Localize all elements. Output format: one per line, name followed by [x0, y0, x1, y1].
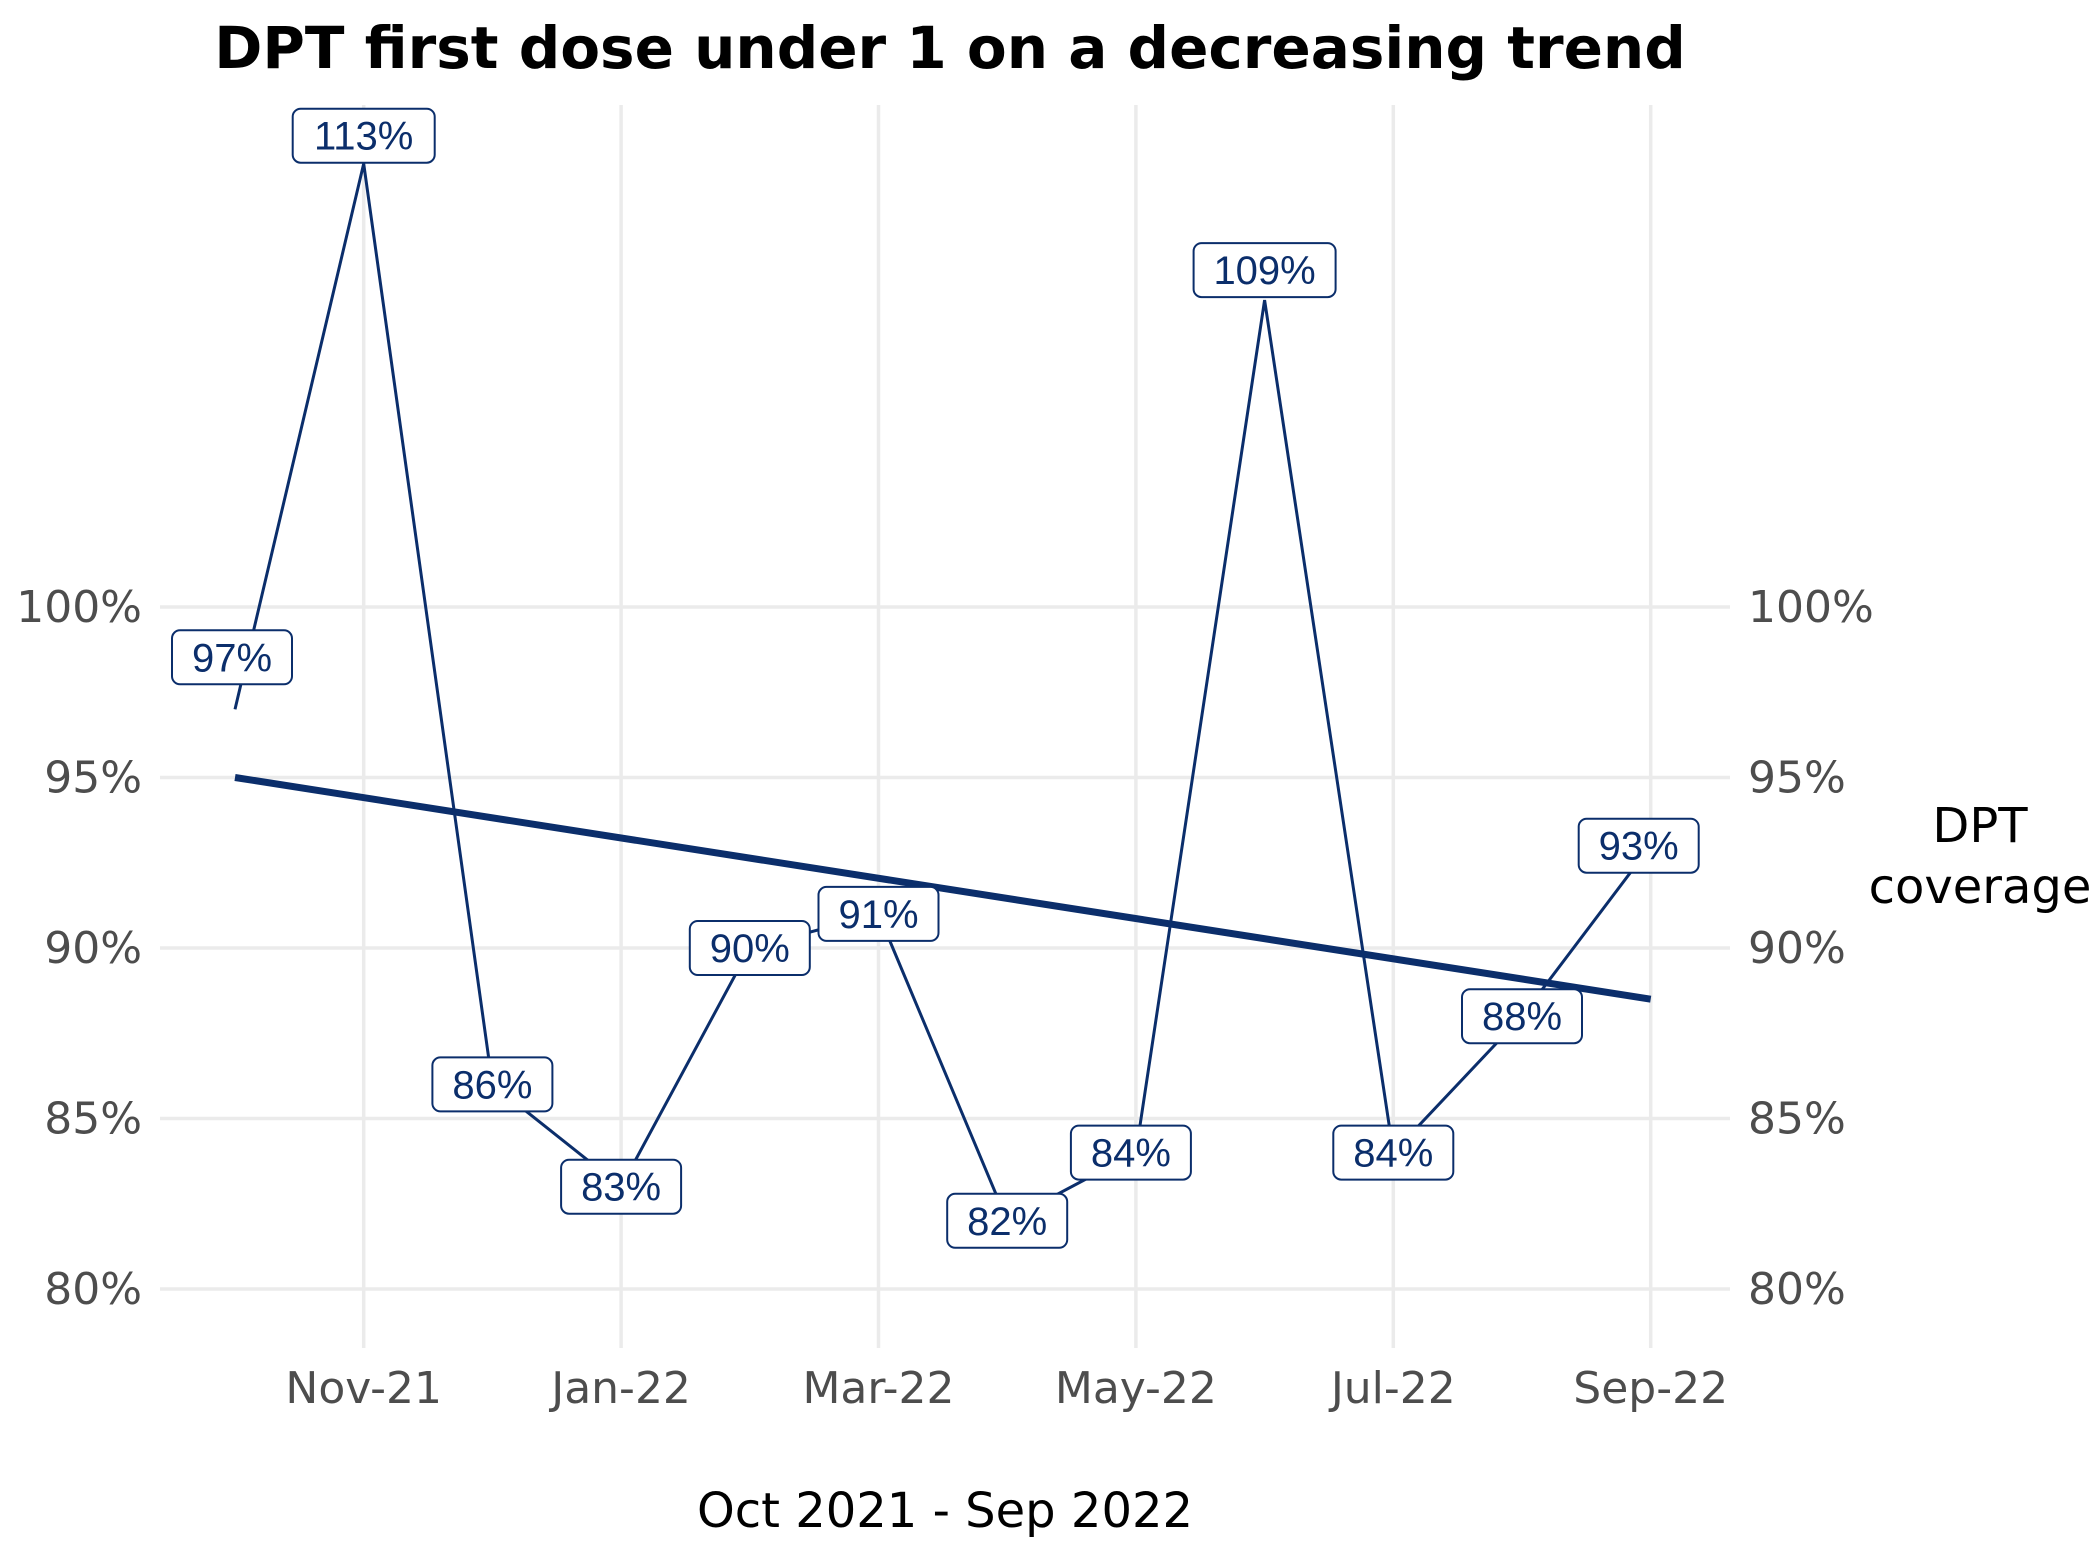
- y-tick-label-right: 85%: [1748, 1094, 1846, 1145]
- x-tick-label: Sep-22: [1573, 1363, 1728, 1414]
- y-tick-label-right: 80%: [1748, 1264, 1846, 1315]
- data-label: 109%: [1213, 249, 1315, 293]
- chart-title: DPT first dose under 1 on a decreasing t…: [214, 14, 1686, 82]
- trend-line: [234, 774, 1652, 1003]
- data-label-box: [1461, 988, 1583, 1045]
- data-label: 93%: [1599, 825, 1679, 869]
- y-tick-label-right: 95%: [1748, 753, 1846, 804]
- data-label-box: [560, 1158, 683, 1215]
- data-label-box: [1577, 817, 1700, 874]
- data-label: 83%: [581, 1166, 661, 1210]
- x-tick-label: Jul-22: [1328, 1363, 1456, 1414]
- data-label-box: [431, 1056, 554, 1113]
- data-label: 91%: [838, 893, 918, 937]
- data-label: 82%: [967, 1200, 1047, 1244]
- y-tick-label-left: 80%: [44, 1264, 142, 1315]
- data-label: 97%: [192, 636, 272, 680]
- data-label-box: [171, 629, 293, 686]
- data-label: 84%: [1353, 1132, 1433, 1176]
- data-label-box: [1332, 1124, 1455, 1181]
- x-axis-title: Oct 2021 - Sep 2022: [697, 1483, 1193, 1539]
- data-label-box: [1192, 242, 1337, 299]
- x-tick-label: Mar-22: [802, 1363, 954, 1414]
- data-label: 86%: [452, 1063, 532, 1107]
- trend-layer: [234, 774, 1652, 1003]
- data-label: 88%: [1482, 995, 1562, 1039]
- data-label-box: [817, 885, 940, 942]
- data-label: 113%: [314, 115, 413, 159]
- y-tick-label-right: 100%: [1748, 582, 1874, 633]
- y-tick-label-left: 85%: [44, 1094, 142, 1145]
- data-label: 84%: [1091, 1132, 1171, 1176]
- data-label: 90%: [710, 927, 790, 971]
- y-tick-label-left: 95%: [44, 753, 142, 804]
- x-tick-label: May-22: [1055, 1363, 1217, 1414]
- y-tick-label-right: 90%: [1748, 923, 1846, 974]
- right-axis-title-line-1: DPT: [1932, 798, 2028, 854]
- data-label-box: [1069, 1124, 1192, 1181]
- right-axis-title-line-2: coverage: [1869, 859, 2092, 915]
- data-label-box: [946, 1192, 1069, 1249]
- grid-layer: [160, 105, 1730, 1348]
- x-tick-label: Nov-21: [285, 1363, 442, 1414]
- axis-layer: 80% 80% 85% 85% 90% 90% 95% 95% 100% 100% Nov-21 Ja…: [16, 582, 1874, 1414]
- y-tick-label-left: 90%: [44, 923, 142, 974]
- label-layer: 97% 113% 86% 83% 90% 91% 82% 84% 109% 84% 88% 93%: [171, 107, 1700, 1249]
- x-tick-label: Jan-22: [548, 1363, 691, 1414]
- data-label-box: [291, 107, 436, 164]
- y-tick-label-left: 100%: [16, 582, 142, 633]
- data-label-box: [688, 920, 811, 976]
